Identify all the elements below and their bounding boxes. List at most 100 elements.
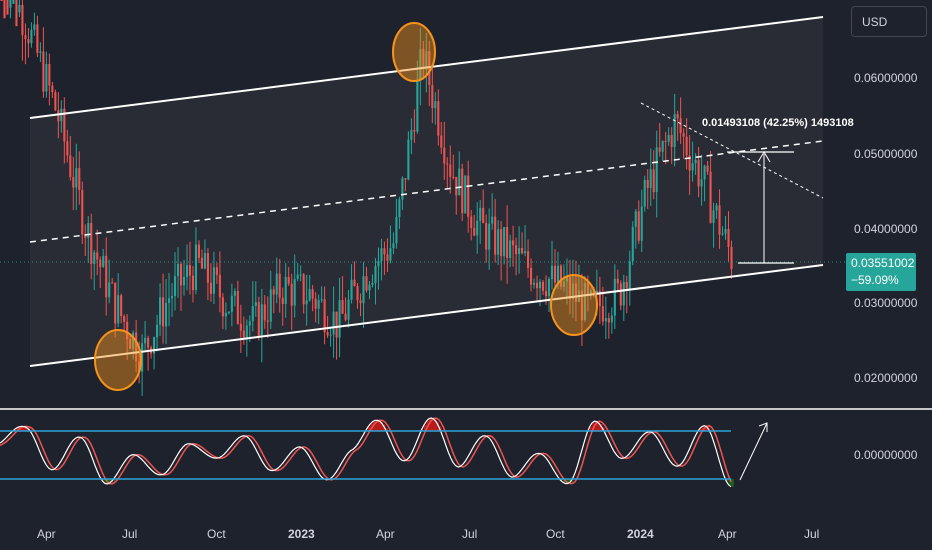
- candle-body: [712, 210, 715, 223]
- candle-body: [431, 85, 434, 109]
- candle-body: [254, 302, 257, 306]
- candle-body: [170, 296, 174, 299]
- candle-body: [123, 316, 126, 322]
- candle-body: [718, 205, 721, 235]
- candle-body: [114, 282, 117, 324]
- candle-body: [302, 274, 305, 305]
- candle-body: [613, 278, 616, 316]
- candle-body: [293, 278, 296, 306]
- osc-negative-fill: [107, 479, 111, 484]
- candle-body: [500, 229, 503, 257]
- last-price-tag: 0.03551002 −59.09%: [846, 253, 916, 291]
- candle-body: [667, 134, 670, 142]
- candle-body: [353, 279, 356, 287]
- candle-body: [592, 290, 595, 295]
- candle-body: [284, 276, 287, 305]
- candle-body: [521, 248, 524, 254]
- osc-positive-fill: [704, 425, 708, 431]
- candle-body: [111, 282, 114, 284]
- candle-body: [470, 216, 473, 228]
- candle-body: [162, 297, 165, 327]
- candle-body: [727, 229, 730, 248]
- candle-body: [610, 315, 613, 323]
- candle-body: [84, 234, 87, 238]
- candle-body: [392, 243, 395, 249]
- highlight-circle-bottom-left[interactable]: [94, 329, 142, 391]
- candle-body: [631, 226, 634, 262]
- y-tick-2: 0.04000000: [854, 222, 918, 236]
- y-tick-4: 0.02000000: [854, 371, 918, 385]
- candle-body: [649, 169, 652, 188]
- y-tick-0: 0.06000000: [854, 71, 918, 85]
- candle-body: [281, 297, 284, 305]
- candle-body: [559, 265, 563, 287]
- candle-body: [338, 300, 341, 338]
- currency-selector-button[interactable]: USD: [851, 6, 927, 37]
- candle-body: [664, 140, 667, 142]
- candle-body: [437, 101, 440, 136]
- candle-body: [42, 51, 45, 92]
- channel-lower-line[interactable]: [29, 264, 824, 367]
- osc-positive-fill: [24, 426, 28, 431]
- candle-body: [329, 334, 332, 336]
- candle-body: [332, 311, 335, 335]
- candle-body: [176, 263, 180, 277]
- candle-body: [422, 48, 425, 70]
- candle-body: [236, 290, 239, 324]
- candle-body: [637, 211, 640, 241]
- candle-body: [640, 206, 643, 241]
- candle-body: [425, 50, 428, 70]
- candle-body: [209, 282, 212, 294]
- candle-body: [179, 263, 183, 286]
- dotted-trend-line[interactable]: [640, 102, 824, 199]
- osc-positive-fill: [377, 420, 381, 431]
- candle-body: [144, 337, 147, 344]
- osc-positive-fill: [428, 418, 432, 431]
- x-tick-3: 2023: [288, 527, 315, 541]
- candle-body: [652, 169, 655, 193]
- candle-body: [75, 168, 78, 188]
- osc-positive-fill: [436, 421, 440, 431]
- oscillator-arrowhead: [758, 422, 768, 432]
- candle-body: [446, 163, 449, 165]
- candle-body: [476, 220, 479, 236]
- candle-body: [730, 247, 733, 269]
- candle-body: [147, 337, 150, 348]
- osc-positive-fill: [594, 421, 598, 431]
- candle-body: [218, 274, 221, 298]
- highlight-circle-top[interactable]: [392, 22, 436, 82]
- candle-body: [473, 227, 476, 236]
- candle-body: [311, 289, 314, 299]
- channel-midline[interactable]: [29, 140, 824, 243]
- candle-body: [135, 332, 138, 362]
- candle-body: [230, 295, 233, 312]
- candle-body: [296, 274, 299, 279]
- candle-body: [715, 205, 718, 211]
- candle-body: [550, 265, 554, 280]
- candle-body: [455, 177, 458, 196]
- candle-body: [248, 321, 251, 326]
- candle-body: [586, 282, 589, 295]
- x-tick-7: 2024: [627, 527, 654, 541]
- candle-body: [48, 64, 51, 86]
- candle-body: [9, 0, 12, 8]
- candle-body: [96, 252, 99, 260]
- candle-body: [102, 255, 105, 268]
- candle-body: [703, 165, 706, 180]
- oscillator-arrow-line[interactable]: [739, 422, 768, 481]
- candle-body: [63, 108, 66, 142]
- candle-body: [141, 343, 144, 372]
- candle-body: [206, 253, 209, 283]
- osc-negative-fill: [567, 479, 571, 484]
- candle-body: [685, 136, 688, 156]
- candle-body: [386, 254, 389, 261]
- highlight-circle-bottom-right[interactable]: [550, 274, 598, 336]
- osc-positive-fill: [372, 421, 376, 431]
- osc-positive-fill: [21, 426, 25, 431]
- channel-upper-line[interactable]: [29, 16, 824, 119]
- osc-positive-fill: [384, 428, 388, 431]
- candle-body: [688, 155, 691, 171]
- candle-body: [242, 330, 245, 338]
- candle-body: [30, 29, 33, 44]
